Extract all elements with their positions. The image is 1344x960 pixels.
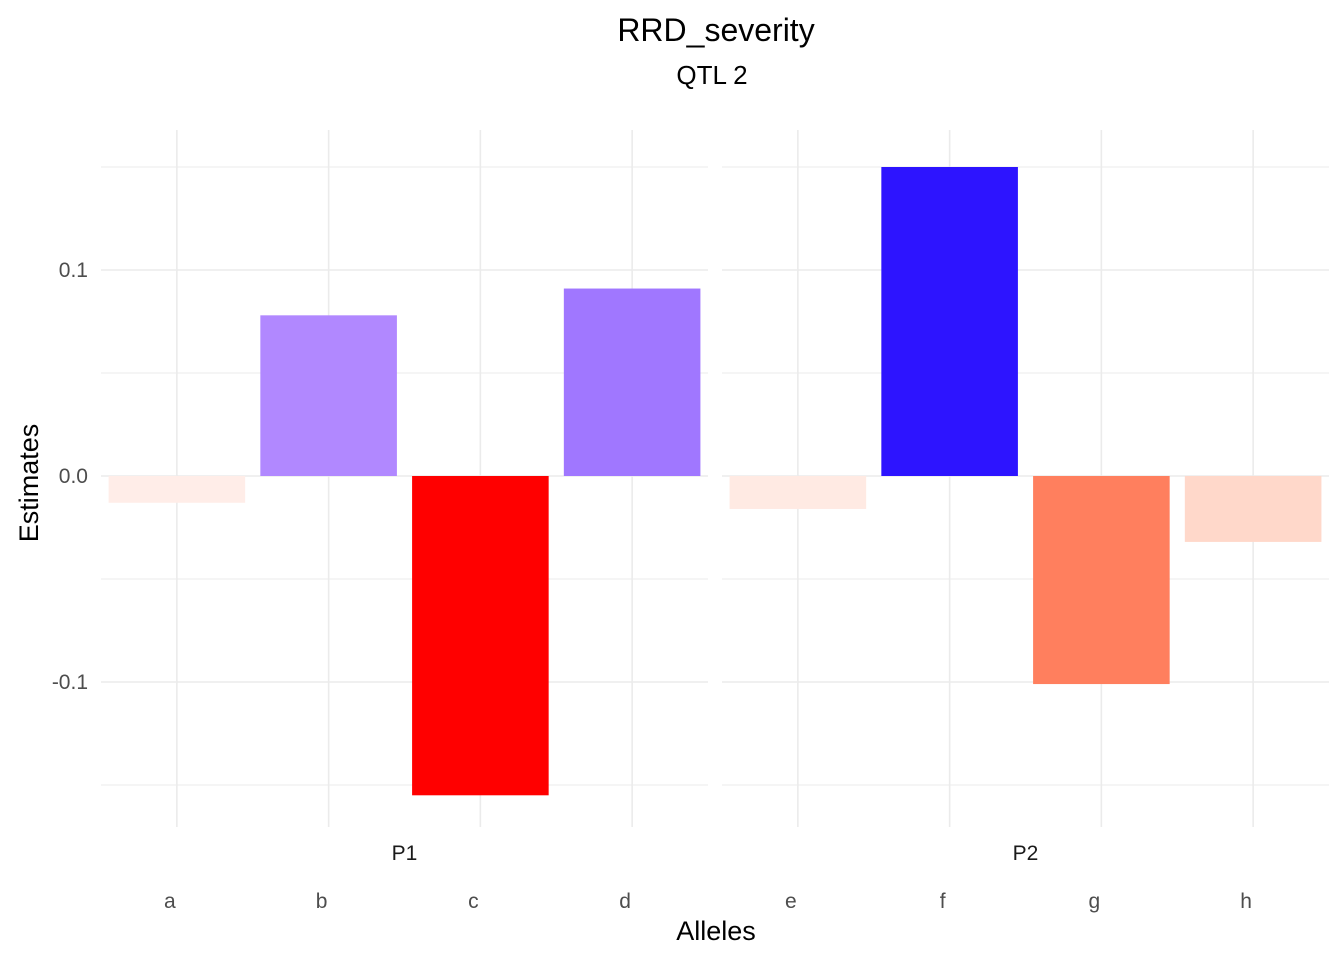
bar-h xyxy=(1184,476,1322,542)
x-tick-label-h: h xyxy=(1240,890,1252,913)
y-tick-label: 0.1 xyxy=(59,259,88,282)
bar-c xyxy=(412,476,549,796)
y-tick-label: 0.0 xyxy=(59,465,88,488)
x-tick-label-d: d xyxy=(619,890,631,913)
x-tick-label-g: g xyxy=(1089,890,1101,913)
panel-p1 xyxy=(101,130,708,827)
y-axis-ticks: -0.1 0.0 0.1 xyxy=(52,259,88,694)
bar-g xyxy=(1033,476,1170,685)
chart-title: RRD_severity xyxy=(617,12,814,48)
y-tick-label: -0.1 xyxy=(52,671,88,694)
facet-strip-labels: P1 P2 xyxy=(392,842,1039,865)
x-tick-label-c: c xyxy=(468,890,479,913)
bar-a xyxy=(108,476,246,503)
bar-e xyxy=(729,476,867,509)
x-tick-label-f: f xyxy=(940,890,946,913)
x-tick-label-e: e xyxy=(785,890,797,913)
bar-d xyxy=(563,288,701,476)
facet-strip-label-p2: P2 xyxy=(1013,842,1039,865)
x-tick-label-b: b xyxy=(316,890,328,913)
y-axis-title: Estimates xyxy=(14,424,44,543)
x-axis-ticks: a b c d e f g h xyxy=(164,890,1252,913)
chart-subtitle: QTL 2 xyxy=(676,60,747,90)
bar-f xyxy=(881,167,1018,476)
facet-strip-label-p1: P1 xyxy=(392,842,418,865)
x-tick-label-a: a xyxy=(164,890,176,913)
panel-p2 xyxy=(722,130,1329,827)
x-axis-title: Alleles xyxy=(676,916,756,946)
bar-b xyxy=(260,315,397,476)
